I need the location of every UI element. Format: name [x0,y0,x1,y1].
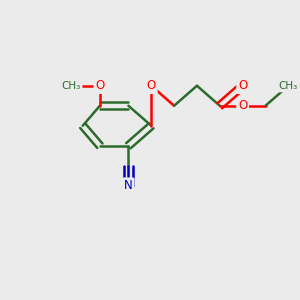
Text: O: O [238,99,247,112]
Text: O: O [238,79,247,92]
Text: CH₃: CH₃ [279,81,298,91]
Text: N: N [124,179,133,192]
Text: CH₃: CH₃ [62,81,81,91]
Text: O: O [95,79,104,92]
Text: O: O [147,79,156,92]
